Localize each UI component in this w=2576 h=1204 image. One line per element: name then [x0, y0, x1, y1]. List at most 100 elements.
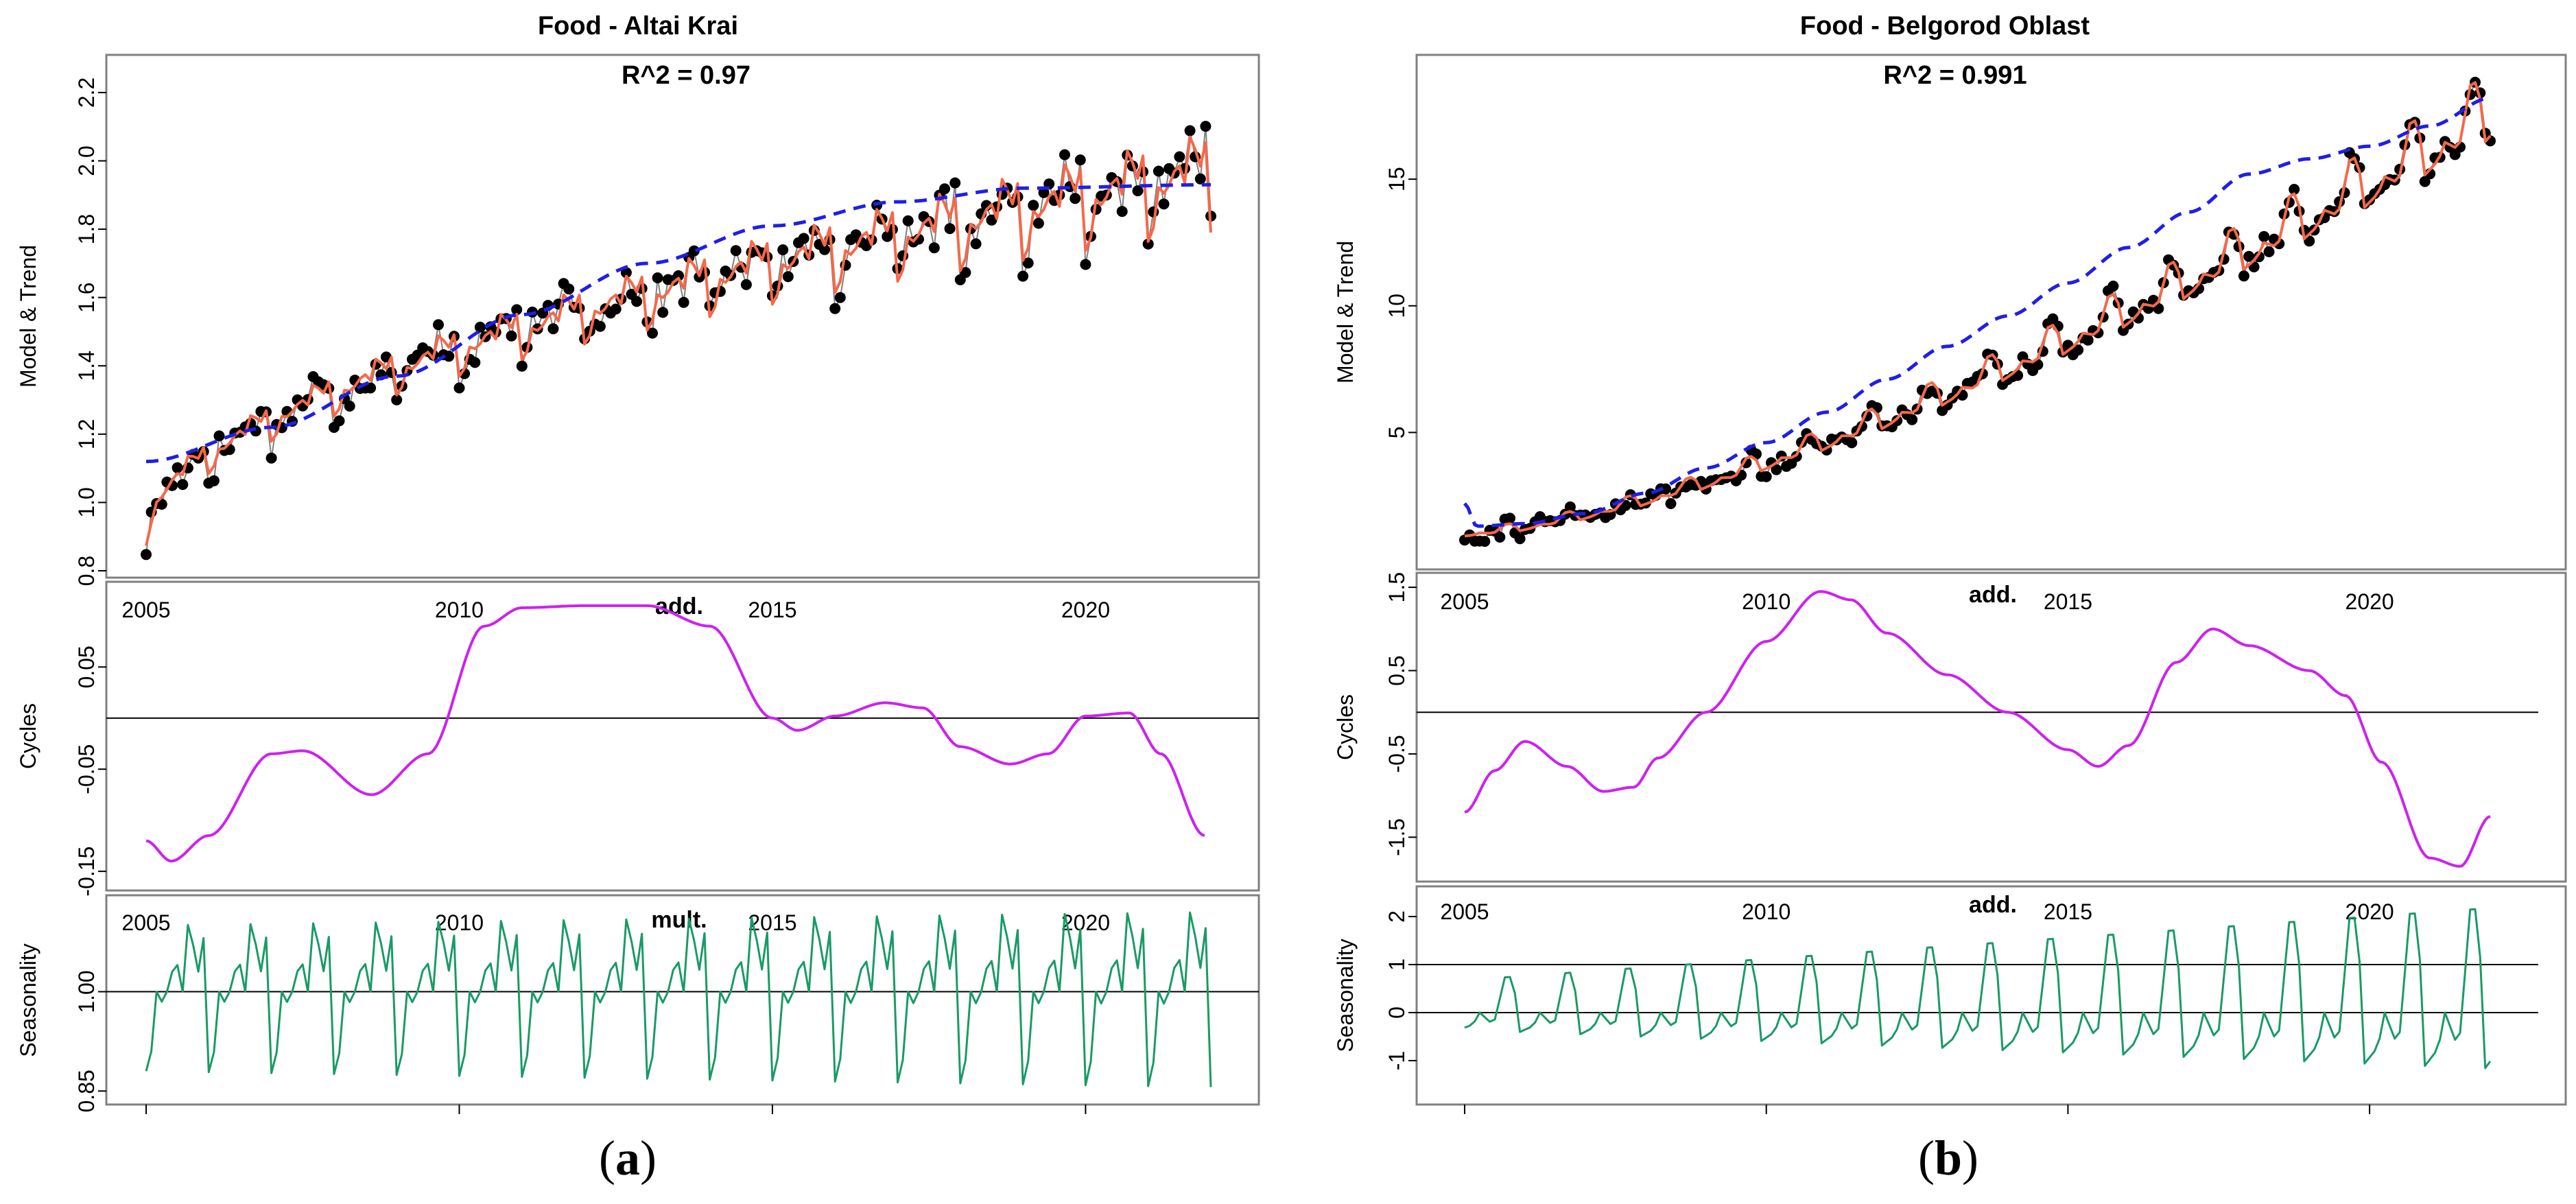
- x-tick-label: 2020: [2345, 899, 2394, 924]
- observed-point: [688, 245, 700, 257]
- chart-a-season-frame: [105, 894, 1260, 1106]
- chart-b-cycles-frame: [1415, 571, 2567, 883]
- y-tick-label: 1.2: [74, 419, 99, 449]
- observed-point: [949, 177, 961, 189]
- y-tick-label: 10: [1384, 294, 1409, 318]
- y-tick-label: 1.00: [74, 970, 99, 1013]
- observed-point: [2258, 231, 2270, 242]
- observed-point: [829, 303, 841, 314]
- chart-b-season-frame: [1415, 885, 2567, 1106]
- observed-point: [610, 303, 622, 315]
- x-tick-label: 2010: [1742, 589, 1791, 614]
- caption-a: (a): [599, 1131, 657, 1185]
- observed-point: [1760, 471, 1772, 482]
- observed-point: [265, 452, 277, 464]
- chart-b-trend-y-ticks: 5 10 15: [1384, 167, 1417, 438]
- observed-point: [1142, 238, 1154, 250]
- chart-a-trend-panel: R^2 = 0.97 Model & Trend 0.8 1.0 1.2 1.4 1.6…: [16, 54, 1260, 586]
- observed-point: [1504, 512, 1515, 524]
- observed-point: [970, 238, 982, 250]
- observed-point: [141, 549, 152, 560]
- observed-point: [1022, 257, 1034, 269]
- observed-point: [2263, 246, 2275, 257]
- observed-point: [1059, 149, 1070, 161]
- observed-point: [2253, 251, 2265, 263]
- y-tick-label: 1.6: [74, 282, 99, 312]
- chart-b-cycles-ylabel: Cycles: [1333, 694, 1358, 760]
- model-series-line: [145, 135, 1212, 546]
- observed-point: [1153, 165, 1164, 177]
- observed-point: [730, 245, 742, 257]
- x-tick-label: 2005: [121, 910, 170, 935]
- observed-point: [1665, 498, 1677, 510]
- observed-point: [1116, 206, 1128, 217]
- chart-a-seasonality-panel: mult. Seasonality 0.851.00 2005 2010 2015 2…: [16, 894, 1260, 1112]
- chart-a-title: Food - Altai Krai: [538, 12, 738, 40]
- observed-point: [443, 351, 455, 362]
- y-tick-label: 1.4: [74, 351, 99, 381]
- observed-point: [594, 320, 606, 332]
- observed-point: [474, 321, 486, 333]
- observed-point: [1514, 533, 1526, 545]
- x-tick-label: 2005: [1440, 899, 1489, 924]
- observed-point: [1032, 217, 1044, 229]
- x-tick-label: 2020: [1061, 598, 1110, 622]
- y-tick-label: 0.5: [1384, 655, 1409, 685]
- y-tick-label: 1.5: [1384, 572, 1409, 602]
- chart-b-season-tag: add.: [1969, 892, 2017, 918]
- observed-point: [506, 330, 517, 342]
- chart-a-trend-data: [141, 121, 1216, 560]
- chart-b-trend-ylabel: Model & Trend: [1333, 241, 1358, 383]
- observed-point: [939, 183, 950, 195]
- observed-point: [1074, 154, 1086, 166]
- observed-point: [798, 233, 810, 244]
- chart-b-trend-panel: R^2 = 0.991 Model & Trend 5 10 15: [1333, 54, 2567, 571]
- y-tick-label: -0.5: [1384, 735, 1409, 772]
- x-tick-label: 2015: [748, 598, 796, 622]
- observed-point: [1771, 464, 1782, 475]
- observed-point: [2107, 281, 2119, 292]
- chart-b-bottom-tick-marks: [1464, 1105, 2371, 1114]
- observed-point: [986, 214, 997, 226]
- cycles-series-line: [1464, 590, 2491, 868]
- observed-point: [391, 394, 403, 405]
- chart-b-season-y-ticks: -1 0 1 2: [1384, 910, 1417, 1070]
- x-tick-label: 2005: [1440, 589, 1489, 614]
- y-tick-label: 0.05: [74, 646, 99, 688]
- x-tick-label: 2015: [2044, 899, 2092, 924]
- caption-b: (b): [1918, 1131, 1978, 1185]
- observed-point: [2243, 250, 2255, 262]
- y-tick-label: 2: [1384, 910, 1409, 923]
- chart-a-season-tag: mult.: [651, 907, 707, 933]
- x-tick-label: 2015: [2044, 589, 2092, 614]
- chart-b-cycles-tag: add.: [1969, 582, 2017, 608]
- observed-point: [365, 382, 377, 394]
- x-tick-label: 2010: [435, 910, 484, 935]
- y-tick-label: 0.85: [74, 1070, 99, 1112]
- observed-point: [647, 327, 658, 339]
- observed-point: [172, 462, 183, 473]
- observed-point: [2273, 238, 2285, 250]
- observed-point: [511, 304, 523, 316]
- observed-point: [516, 360, 528, 372]
- observed-point: [1194, 173, 1206, 185]
- observed-point: [2082, 334, 2094, 346]
- x-tick-label: 2005: [121, 598, 170, 622]
- observed-point: [1080, 259, 1091, 270]
- chart-a-r2-label: R^2 = 0.97: [622, 61, 751, 90]
- seasonality-series-line: [1464, 908, 2492, 1070]
- observed-point: [782, 271, 794, 283]
- y-tick-label: 0.8: [74, 556, 99, 586]
- model-series-line: [1464, 81, 2492, 538]
- chart-a-cycles-y-ticks: -0.15 -0.05 0.05: [74, 646, 106, 897]
- observed-point: [1479, 536, 1491, 547]
- chart-b-title: Food - Belgorod Oblast: [1800, 12, 2090, 40]
- observed-point: [819, 244, 830, 255]
- y-tick-label: 0: [1384, 1006, 1409, 1019]
- observed-point: [1846, 437, 1858, 449]
- observed-point: [1028, 200, 1039, 211]
- observed-point: [1038, 187, 1050, 198]
- observed-point: [453, 382, 465, 394]
- chart-a-season-x-ticks: 2005 2010 2015 2020: [121, 910, 1110, 935]
- y-tick-label: -0.05: [74, 744, 99, 794]
